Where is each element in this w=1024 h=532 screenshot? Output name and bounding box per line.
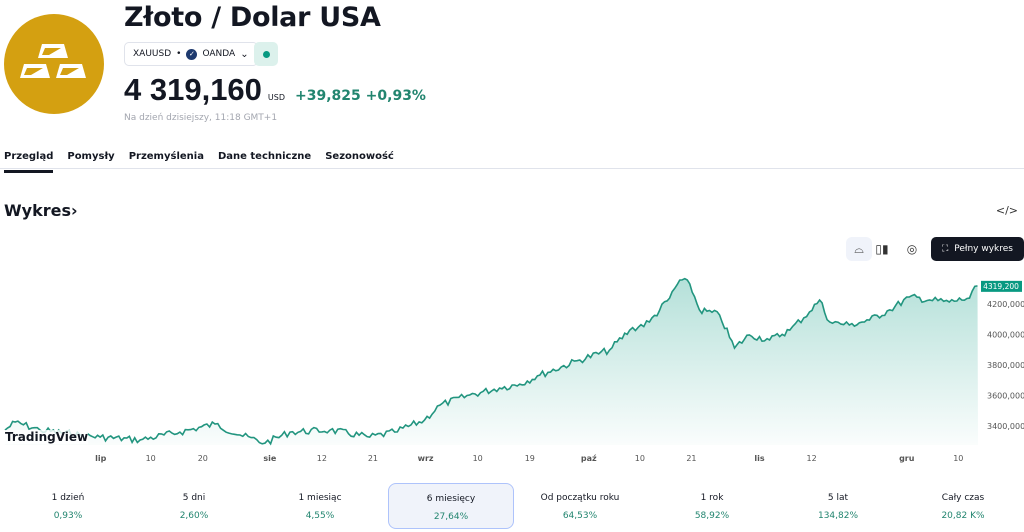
period-change: 134,82%	[817, 511, 859, 521]
gold-bars-icon	[4, 14, 104, 114]
tradingview-logo: TradingView	[5, 430, 89, 444]
price: 4 319,160	[124, 72, 262, 107]
period-change: 0,93%	[53, 511, 83, 521]
x-tick-label: 20	[198, 454, 208, 463]
period-1[interactable]: 5 dni 2,60%	[131, 483, 257, 529]
period-change: 20,82 K%	[941, 511, 985, 521]
y-tick-label: 4200,000	[987, 300, 1024, 309]
last-price-label: 4319,200	[983, 282, 1019, 291]
period-6[interactable]: 5 lat 134,82%	[775, 483, 901, 529]
period-label: 1 dzień	[51, 493, 85, 503]
period-selector: 1 dzień 0,93% 5 dni 2,60% 1 miesiąc 4,55% 6 mi…	[0, 483, 1024, 529]
x-tick-label: lip	[95, 454, 106, 463]
x-tick-label: wrz	[418, 454, 434, 463]
period-change: 64,53%	[562, 511, 598, 521]
symbol: XAUUSD	[133, 49, 172, 59]
period-label: 5 lat	[827, 493, 849, 503]
embed-code-icon[interactable]: </>	[995, 204, 1018, 217]
x-tick-label: 10	[473, 454, 483, 463]
price-area	[5, 278, 978, 445]
exchange: OANDA	[202, 49, 236, 59]
y-tick-label: 3600,000	[987, 392, 1024, 401]
x-tick-label: 19	[525, 454, 535, 463]
chevron-down-icon: ⌄	[240, 48, 249, 60]
tab-overview[interactable]: Przegląd	[4, 151, 54, 173]
period-3[interactable]: 6 miesięcy 27,64%	[388, 483, 514, 529]
price-chart[interactable]: 4200,000 4000,000 3800,000 3600,000 3400,000…	[0, 265, 1024, 475]
x-tick-label: 10	[635, 454, 645, 463]
price-line	[4, 277, 978, 446]
tab-ideas[interactable]: Pomysły	[67, 151, 115, 162]
price-row: 4 319,160 USD +39,825 +0,93%	[124, 72, 426, 108]
y-tick-label: 3400,000	[987, 422, 1024, 431]
x-tick-label: 10	[953, 454, 963, 463]
x-tick-label: sie	[263, 454, 277, 463]
price-change: +39,825 +0,93%	[295, 88, 426, 104]
symbol-selector[interactable]: XAUUSD • ✓ OANDA ⌄	[124, 42, 258, 66]
y-tick-label: 3800,000	[987, 361, 1024, 370]
period-change: 4,55%	[305, 511, 335, 521]
chart-section-link[interactable]: Wykres›	[4, 201, 78, 220]
verified-check-icon: ✓	[186, 48, 198, 60]
full-chart-button[interactable]: ⛶ Pełny wykres	[931, 237, 1024, 261]
period-0[interactable]: 1 dzień 0,93%	[5, 483, 131, 529]
x-tick-label: 21	[686, 454, 696, 463]
market-status-indicator[interactable]	[254, 42, 278, 66]
x-tick-label: paź	[581, 454, 597, 463]
divider	[0, 168, 1024, 169]
period-label: 6 miesięcy	[426, 494, 476, 504]
camera-icon[interactable]: ◎	[906, 242, 918, 256]
period-4[interactable]: Od początku roku 64,53%	[517, 483, 643, 529]
area-chart-icon[interactable]: ⌓	[846, 237, 872, 261]
x-tick-label: gru	[899, 454, 915, 463]
candles-icon[interactable]: ▯▮	[875, 242, 889, 256]
x-tick-label: lis	[754, 454, 764, 463]
period-label: Cały czas	[941, 493, 985, 503]
period-label: 1 rok	[700, 493, 724, 503]
period-change: 58,92%	[694, 511, 730, 521]
period-2[interactable]: 1 miesiąc 4,55%	[257, 483, 383, 529]
x-tick-label: 12	[317, 454, 327, 463]
last-price-badge	[981, 280, 1022, 292]
x-tick-label: 10	[146, 454, 156, 463]
period-change: 27,64%	[433, 512, 469, 522]
fullscreen-icon: ⛶	[941, 244, 949, 254]
period-label: 5 dni	[182, 493, 206, 503]
y-tick-label: 4000,000	[987, 331, 1024, 340]
tab-seasonals[interactable]: Sezonowość	[325, 151, 394, 162]
tab-technicals[interactable]: Dane techniczne	[217, 151, 312, 162]
tab-minds[interactable]: Przemyślenia	[128, 151, 204, 162]
period-label: 1 miesiąc	[298, 493, 342, 503]
period-5[interactable]: 1 rok 58,92%	[649, 483, 775, 529]
status-dot-icon	[262, 50, 270, 58]
x-tick-label: 21	[368, 454, 378, 463]
period-label: Od początku roku	[540, 493, 620, 503]
period-change: 2,60%	[179, 511, 209, 521]
x-tick-label: 12	[806, 454, 816, 463]
currency: USD	[267, 93, 286, 102]
page-title: Złoto / Dolar USA	[124, 2, 381, 33]
tabs: Przegląd Pomysły Przemyślenia Dane techn…	[4, 151, 394, 173]
as-of-time: Na dzień dzisiejszy, 11:18 GMT+1	[124, 113, 278, 123]
period-7[interactable]: Cały czas 20,82 K%	[900, 483, 1024, 529]
